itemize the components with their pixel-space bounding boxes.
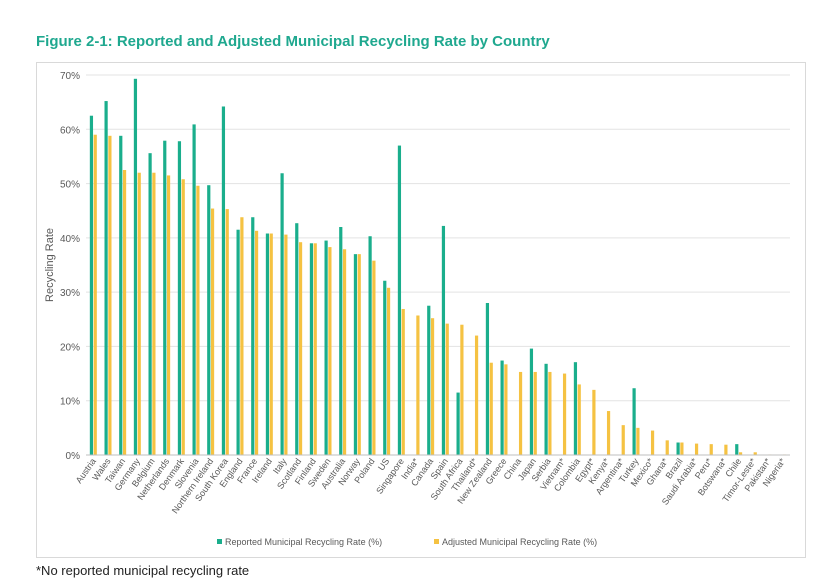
bar-adjusted	[210, 208, 215, 455]
y-tick-label: 50%	[60, 180, 80, 191]
bar-reported	[485, 303, 490, 455]
bar-reported	[280, 173, 284, 455]
y-tick-label: 10%	[60, 397, 80, 408]
bar-chart: 0%10%20%30%40%50%60%70%Recycling RateAus…	[44, 71, 790, 547]
bar-reported	[104, 101, 108, 456]
bar-reported	[309, 243, 314, 455]
bar-reported	[529, 348, 534, 455]
bar-reported	[163, 140, 167, 455]
bar-reported	[148, 153, 152, 455]
bar-adjusted	[357, 254, 361, 455]
bar-reported	[735, 444, 739, 455]
bar-adjusted	[152, 172, 156, 455]
bar-adjusted	[621, 425, 625, 455]
figure-title: Figure 2-1: Reported and Adjusted Munici…	[36, 33, 550, 50]
bar-adjusted	[137, 172, 141, 455]
bar-reported	[427, 305, 431, 455]
bar-adjusted	[680, 442, 684, 455]
bar-adjusted	[533, 371, 537, 455]
bar-adjusted	[489, 362, 493, 455]
bar-adjusted	[196, 185, 200, 455]
y-tick-label: 70%	[60, 71, 80, 82]
bar-adjusted	[225, 209, 229, 455]
bar-adjusted	[592, 389, 596, 455]
bar-reported	[500, 360, 504, 455]
bar-reported	[221, 106, 226, 455]
bar-reported	[119, 135, 123, 456]
bar-adjusted	[313, 243, 317, 455]
bar-adjusted	[93, 134, 97, 455]
bar-reported	[573, 362, 578, 455]
bar-reported	[632, 388, 636, 455]
bar-adjusted	[753, 452, 757, 455]
bar-adjusted	[606, 411, 611, 455]
legend-swatch-adjusted	[434, 539, 439, 544]
bar-reported	[177, 141, 182, 455]
y-tick-label: 0%	[66, 451, 81, 462]
bar-adjusted	[181, 179, 185, 455]
bar-adjusted	[650, 430, 655, 455]
bar-adjusted	[386, 287, 391, 455]
bar-adjusted	[694, 443, 699, 455]
footnote: *No reported municipal recycling rate	[36, 563, 250, 578]
y-tick-label: 30%	[60, 288, 80, 299]
bar-reported	[397, 145, 402, 456]
bar-adjusted	[445, 323, 449, 455]
chart-frame: 0% 10% 20% 30% 40% 50% 60% 70% Recycling Rate Aus…	[36, 62, 806, 558]
bar-reported	[544, 363, 548, 455]
bar-adjusted	[372, 260, 376, 455]
legend-label-adjusted: Adjusted Municipal Recycling Rate (%)	[442, 537, 597, 547]
bar-reported	[265, 233, 270, 455]
y-axis-title: Recycling Rate	[44, 228, 56, 302]
bar-adjusted	[636, 427, 640, 455]
bar-adjusted	[240, 217, 244, 455]
bar-reported	[383, 280, 387, 455]
bar-adjusted	[577, 384, 581, 455]
bar-adjusted	[166, 175, 171, 455]
legend-label-reported: Reported Municipal Recycling Rate (%)	[225, 537, 382, 547]
legend-swatch-reported	[217, 539, 222, 544]
bar-adjusted	[724, 444, 728, 455]
bar-adjusted	[416, 315, 420, 455]
bar-reported	[251, 217, 255, 455]
bar-adjusted	[562, 373, 567, 455]
bar-adjusted	[430, 318, 435, 455]
bar-reported	[295, 223, 299, 455]
bar-reported	[89, 115, 94, 455]
bar-reported	[676, 442, 680, 455]
bar-adjusted	[665, 440, 669, 455]
bar-adjusted	[548, 371, 552, 455]
y-tick-label: 20%	[60, 342, 80, 353]
bar-adjusted	[284, 234, 288, 455]
bar-adjusted	[122, 170, 127, 455]
bar-reported	[192, 124, 196, 456]
bar-adjusted	[709, 444, 713, 455]
bar-adjusted	[108, 135, 112, 456]
bar-adjusted	[269, 233, 273, 455]
bar-adjusted	[254, 230, 259, 455]
bar-reported	[133, 78, 138, 456]
bar-adjusted	[401, 308, 405, 455]
bar-adjusted	[738, 452, 743, 455]
bar-adjusted	[342, 249, 347, 455]
bar-adjusted	[298, 242, 303, 455]
y-tick-label: 40%	[60, 234, 80, 245]
bar-reported	[456, 392, 460, 455]
bar-reported	[353, 254, 358, 455]
bar-reported	[368, 236, 372, 455]
bar-reported	[207, 185, 211, 455]
bar-reported	[236, 229, 240, 455]
bar-adjusted	[474, 335, 479, 455]
bar-adjusted	[328, 247, 332, 455]
bar-reported	[324, 240, 328, 455]
bar-adjusted	[460, 324, 464, 455]
bar-reported	[441, 225, 446, 455]
bar-adjusted	[504, 364, 508, 455]
bar-adjusted	[518, 371, 523, 455]
y-tick-label: 60%	[60, 125, 80, 136]
bar-reported	[339, 227, 343, 455]
